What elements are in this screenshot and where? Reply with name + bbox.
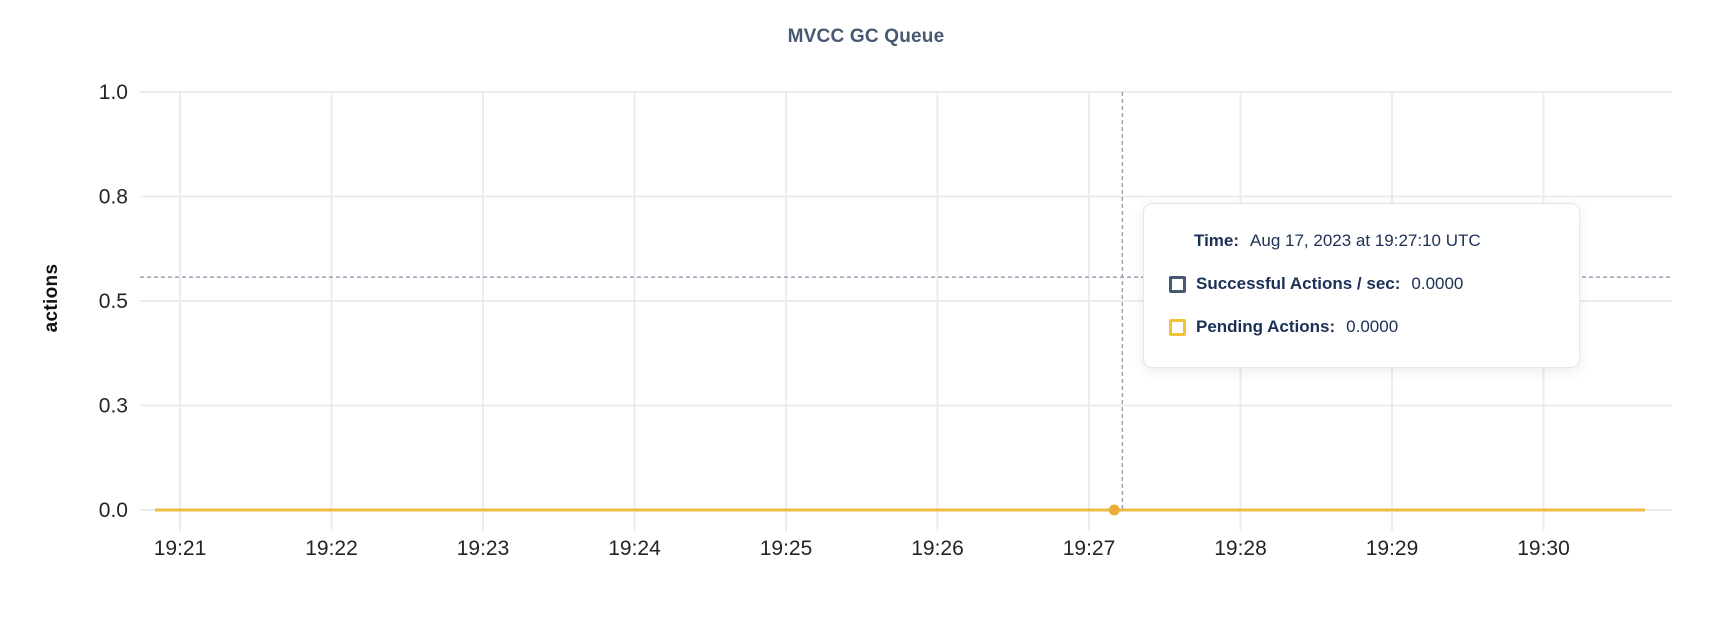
svg-text:0.8: 0.8 [99,186,128,209]
tooltip-time-label: Time: [1194,231,1240,250]
svg-text:19:27: 19:27 [1063,537,1116,560]
tooltip-series-label: Successful Actions / sec: [1196,274,1401,293]
tooltip-series-label: Pending Actions: [1196,317,1336,336]
hover-point-dot [1108,504,1120,516]
chart-tooltip: Time: Aug 17, 2023 at 19:27:10 UTC Succe… [1143,203,1580,368]
tooltip-series-value: 0.0000 [1411,274,1464,293]
svg-text:19:29: 19:29 [1366,537,1419,560]
tooltip-time-row: Time: Aug 17, 2023 at 19:27:10 UTC [1194,226,1559,256]
tooltip-time-value: Aug 17, 2023 at 19:27:10 UTC [1250,231,1481,250]
svg-text:19:30: 19:30 [1517,537,1570,560]
svg-text:0.0: 0.0 [99,499,128,522]
pending-actions-swatch-icon [1169,318,1186,336]
svg-text:0.3: 0.3 [99,395,128,418]
tooltip-series-row: Successful Actions / sec: 0.0000 [1169,269,1559,299]
svg-text:19:22: 19:22 [305,537,358,560]
chart-title: MVCC GC Queue [787,26,945,47]
tooltip-series-row: Pending Actions: 0.0000 [1169,312,1559,342]
tooltip-series-value: 0.0000 [1346,317,1399,336]
svg-text:19:24: 19:24 [608,537,661,560]
svg-text:19:26: 19:26 [911,537,964,560]
svg-text:19:23: 19:23 [457,537,510,560]
svg-text:19:25: 19:25 [760,537,813,560]
svg-text:0.5: 0.5 [99,290,128,313]
successful-actions-swatch-icon [1169,275,1186,293]
svg-text:19:21: 19:21 [154,537,207,560]
svg-text:19:28: 19:28 [1214,537,1267,560]
svg-text:1.0: 1.0 [99,81,128,104]
x-gridlines-and-labels: 19:21 19:22 19:23 19:24 19:25 19:26 19:27 19:28… [154,92,1570,560]
